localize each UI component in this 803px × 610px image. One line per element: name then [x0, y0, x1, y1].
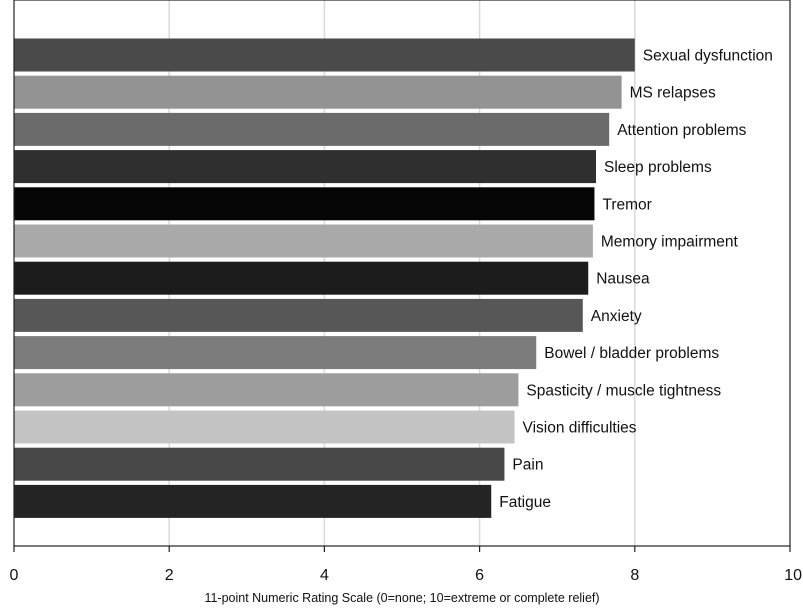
tick-label-6: 6	[475, 567, 484, 584]
bar-tremor	[14, 187, 595, 221]
bar-nausea	[14, 261, 589, 295]
bar-label: Sexual dysfunction	[643, 48, 773, 65]
plot-frame	[13, 0, 791, 547]
bar-label: Nausea	[596, 271, 650, 288]
tick-label-4: 4	[320, 567, 329, 584]
bar-sleep-problems	[14, 150, 596, 184]
bar-pain	[14, 447, 505, 481]
tick-label-0: 0	[10, 567, 19, 584]
bar-attention-problems	[14, 112, 610, 146]
bar-anxiety	[14, 298, 583, 332]
bar-label: Sleep problems	[604, 159, 712, 176]
bar-label: Vision difficulties	[523, 420, 637, 437]
tick-label-10: 10	[784, 567, 802, 584]
x-axis-ticks: 0 2 4 6 8 10	[10, 546, 802, 584]
bar-label: Anxiety	[591, 308, 642, 325]
bar-fatigue	[14, 484, 492, 518]
bar-ms-relapses	[14, 75, 622, 109]
bar-label: Spasticity / muscle tightness	[526, 382, 721, 399]
bar-label: Memory impairment	[601, 234, 739, 251]
bars	[14, 38, 635, 518]
tick-label-2: 2	[165, 567, 174, 584]
bar-bowel-bladder-problems	[14, 336, 537, 370]
bar-labels: Sexual dysfunction MS relapses Attention p…	[499, 48, 773, 511]
bar-label: Attention problems	[617, 122, 746, 139]
bar-label: MS relapses	[630, 85, 716, 102]
bar-spasticity-muscle-tightness	[14, 373, 519, 407]
bar-label: Tremor	[602, 196, 651, 213]
bar-label: Bowel / bladder problems	[544, 345, 719, 362]
tick-label-8: 8	[630, 567, 639, 584]
bar-label: Pain	[512, 457, 543, 474]
bar-label: Fatigue	[499, 494, 551, 511]
x-axis-title: 11-point Numeric Rating Scale (0=none; 1…	[204, 591, 599, 605]
bar-vision-difficulties	[14, 410, 515, 444]
bar-memory-impairment	[14, 224, 593, 258]
bar-sexual-dysfunction	[14, 38, 635, 72]
